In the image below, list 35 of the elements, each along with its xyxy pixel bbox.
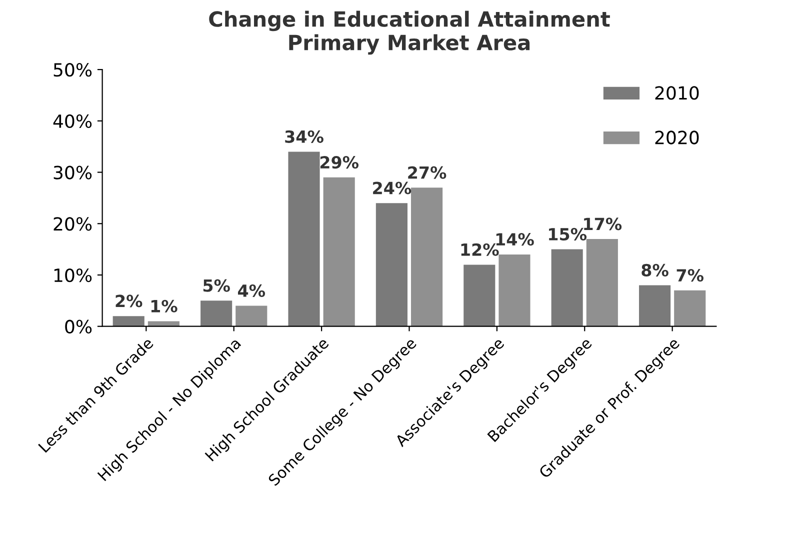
bar — [410, 188, 443, 326]
data-label: 4% — [238, 284, 266, 298]
bar — [674, 290, 706, 326]
data-label: 24% — [373, 182, 412, 194]
data-label: 1% — [151, 300, 178, 312]
data-label: 2% — [116, 294, 142, 308]
legend-label: 2010 — [655, 86, 699, 100]
y-tick-label: 30% — [54, 166, 92, 180]
y-tick-label: 40% — [53, 114, 92, 128]
bar — [323, 177, 355, 326]
y-tick-label: 20% — [54, 217, 92, 231]
y-tick-label: 0% — [65, 320, 92, 334]
data-label: 17% — [584, 218, 622, 230]
data-label: 7% — [676, 269, 704, 282]
y-tick-label: 50% — [54, 63, 92, 77]
bar — [639, 285, 671, 326]
data-label: 27% — [408, 166, 446, 179]
bar — [148, 321, 180, 326]
bar — [236, 306, 268, 326]
legend-label: 2020 — [655, 130, 699, 144]
bar — [551, 249, 583, 326]
bar — [112, 316, 144, 326]
data-label: 29% — [320, 156, 358, 169]
data-label: 15% — [549, 228, 587, 241]
data-label: 5% — [203, 279, 230, 292]
bar — [464, 264, 496, 326]
y-tick-label: 10% — [54, 268, 92, 282]
data-label: 8% — [642, 264, 668, 276]
bar — [498, 254, 530, 326]
data-label: 34% — [285, 130, 324, 143]
bar — [288, 152, 320, 326]
chart-title: Change in Educational Attainment Primary Market Area — [209, 10, 610, 55]
bar — [586, 239, 618, 326]
bar — [200, 300, 232, 326]
bar — [376, 203, 408, 326]
